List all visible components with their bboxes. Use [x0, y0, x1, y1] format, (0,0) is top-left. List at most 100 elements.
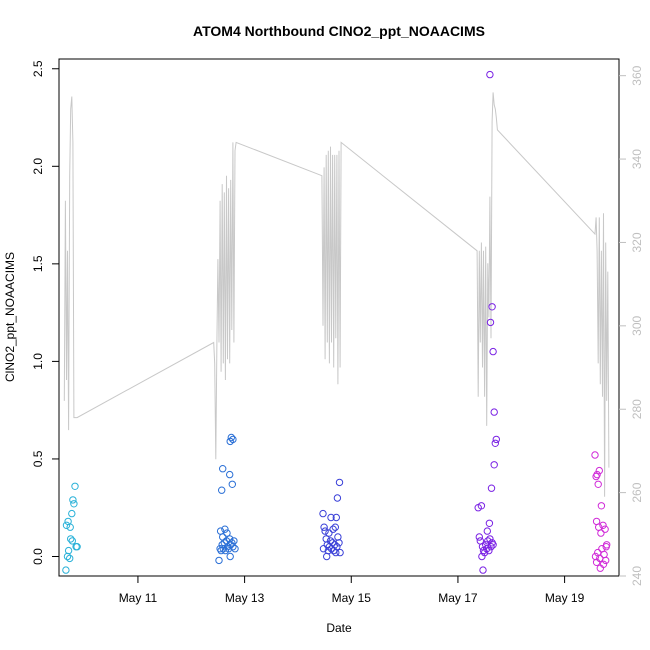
- y-tick-label: 1.5: [31, 255, 45, 272]
- data-point: [602, 556, 610, 565]
- data-point: [486, 318, 495, 327]
- data-point: [489, 347, 497, 356]
- data-point: [479, 566, 487, 574]
- x-tick-label: May 19: [545, 591, 585, 605]
- data-point: [599, 521, 607, 529]
- data-point: [321, 527, 329, 535]
- data-point: [230, 537, 238, 545]
- y2-tick-label: 360: [630, 65, 644, 85]
- x-tick-label: May 13: [225, 591, 265, 605]
- data-point: [335, 539, 343, 547]
- data-point: [219, 533, 227, 541]
- data-point: [483, 545, 491, 553]
- y2-tick-label: 280: [630, 399, 644, 419]
- data-point: [71, 482, 79, 490]
- x-tick-label: May 11: [119, 591, 158, 605]
- data-point: [326, 537, 335, 545]
- data-point: [228, 539, 236, 547]
- data-point: [319, 545, 328, 553]
- series-line: [63, 92, 610, 497]
- y-axis: 0.0 0.5 1.0 1.5 2.0 2.5: [31, 60, 59, 565]
- data-point: [68, 537, 77, 545]
- data-point: [331, 541, 339, 549]
- secondary-trace: [63, 92, 610, 497]
- data-point: [336, 548, 344, 557]
- data-point: [597, 529, 605, 537]
- data-point: [70, 500, 78, 508]
- data-point: [593, 470, 601, 479]
- y2-tick-label: 240: [630, 566, 644, 586]
- data-point: [490, 461, 498, 469]
- data-point: [475, 533, 483, 541]
- data-point: [226, 552, 234, 561]
- data-point: [488, 303, 496, 311]
- y2-tick-label: 320: [630, 232, 644, 252]
- data-point: [215, 556, 223, 565]
- data-point: [231, 545, 239, 553]
- data-point: [489, 541, 497, 549]
- y-tick-label: 0.0: [31, 548, 45, 565]
- data-point: [227, 433, 236, 442]
- data-point: [323, 552, 331, 561]
- data-point: [66, 523, 74, 531]
- data-point: [477, 502, 486, 510]
- data-point: [484, 537, 492, 545]
- data-point: [334, 533, 342, 541]
- data-point: [329, 525, 337, 533]
- data-point: [229, 435, 237, 444]
- data-point: [327, 513, 335, 522]
- data-point: [597, 502, 606, 510]
- data-point: [333, 494, 342, 502]
- y2-tick-label: 300: [630, 315, 644, 335]
- data-point: [223, 529, 231, 537]
- data-point: [592, 558, 601, 566]
- x-tick-label: May 15: [332, 591, 372, 605]
- data-point: [485, 519, 494, 527]
- scatter-points: [62, 70, 611, 574]
- data-point: [486, 535, 494, 543]
- data-point: [595, 466, 603, 475]
- data-point: [319, 509, 327, 518]
- data-point: [491, 439, 499, 447]
- data-point: [603, 541, 611, 549]
- data-point: [73, 543, 81, 551]
- data-point: [332, 513, 340, 522]
- chart-title: ATOM4 Northbound ClNO2_ppt_NOAACIMS: [193, 23, 485, 39]
- data-point: [221, 525, 229, 533]
- x-axis: May 11 May 13 May 15 May 17 May 19: [119, 576, 585, 605]
- data-point: [68, 509, 76, 518]
- data-point: [67, 535, 75, 543]
- y2-tick-label: 260: [630, 482, 644, 502]
- data-point: [69, 496, 77, 504]
- data-point: [600, 550, 608, 559]
- data-point: [335, 478, 344, 487]
- y-tick-label: 2.5: [31, 60, 45, 77]
- data-point: [487, 484, 496, 492]
- data-point: [478, 552, 486, 561]
- data-point: [594, 480, 602, 488]
- data-point: [218, 541, 226, 549]
- data-point: [226, 470, 234, 479]
- data-point: [599, 560, 608, 568]
- data-point: [228, 480, 237, 488]
- data-point: [485, 546, 493, 555]
- data-point: [486, 70, 494, 79]
- data-point: [331, 523, 339, 531]
- data-point: [601, 525, 609, 533]
- data-point: [62, 566, 70, 574]
- data-point: [66, 554, 74, 563]
- data-point: [487, 543, 495, 551]
- y-axis-label: ClNO2_ppt_NOAACIMS: [3, 252, 17, 382]
- y-tick-label: 2.0: [31, 158, 45, 175]
- data-point: [62, 521, 71, 529]
- data-point: [218, 486, 226, 494]
- y2-tick-label: 340: [630, 149, 644, 169]
- y2-axis: 240 260 280 300 320 340 360: [619, 65, 644, 586]
- data-point: [325, 529, 333, 537]
- data-point: [64, 546, 73, 555]
- x-axis-label: Date: [326, 621, 352, 635]
- data-point: [219, 465, 227, 473]
- y-tick-label: 0.5: [31, 450, 45, 467]
- data-point: [490, 408, 498, 416]
